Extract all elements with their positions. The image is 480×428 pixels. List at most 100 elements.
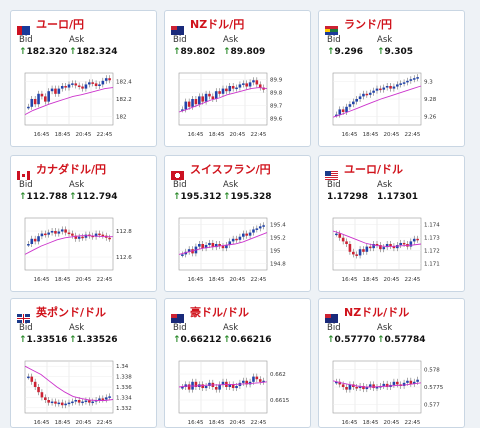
price-chart[interactable]: 112.8 112.6 16:45 18:45 20:45 22:45 [23,214,135,284]
candle [358,249,362,256]
ask-label: Ask [69,35,85,45]
y-tick-label: 195.2 [270,236,286,242]
moving-average-line [24,235,113,255]
currency-pair-title[interactable]: NZドル/円 [190,18,245,31]
candle [231,86,235,89]
candle [368,384,372,387]
candle [101,234,105,237]
candle [204,93,208,102]
rate-card[interactable]: NZドル/円 Bid Ask ↑89.802 ↑89.809 89.9 89.8 89.7 89… [164,10,311,147]
price-chart[interactable]: 195.4 195.2 195 194.8 16:45 18:45 20:45 22:45 [177,214,289,284]
x-tick-label: 16:45 [188,132,204,138]
rate-card[interactable]: ユーロ/ドル Bid Ask 1.17298 1.17301 1.174 1.173 1.17… [318,155,465,292]
candle [365,246,369,252]
x-tick-label: 16:45 [188,420,204,426]
candle [382,247,386,250]
y-tick-label: 112.8 [116,229,132,235]
candle [98,233,101,236]
candle [204,245,208,249]
card-header[interactable]: 豪ドル/ドル [171,304,250,323]
bid-value: ↑1.33516 [19,335,68,345]
bid-label: Bid [19,323,33,333]
bid-value: ↑112.788 [19,192,68,202]
currency-pair-title[interactable]: ランド/円 [344,18,393,31]
candle [258,84,262,88]
card-header[interactable]: ユーロ/円 [17,16,85,35]
price-chart[interactable]: 182.4 182.2 182 16:45 18:45 20:45 22:45 [23,69,135,139]
bid-price: 9.296 [334,47,364,57]
bid-price: 1.33516 [26,335,68,345]
y-tick-label: 0.662 [270,372,286,378]
price-chart[interactable]: 1.174 1.173 1.172 1.171 16:45 18:45 20:45 22:45 [331,214,443,284]
candle [211,242,215,248]
x-tick-label: 16:45 [34,420,50,426]
candle [402,382,406,386]
card-header[interactable]: カナダドル/円 [17,161,107,180]
up-arrow-icon: ↑ [19,192,27,202]
currency-pair-title[interactable]: ユーロ/ドル [344,163,404,176]
y-tick-label: 194.8 [270,262,286,268]
x-tick-label: 16:45 [342,420,358,426]
y-tick-label: 0.577 [424,402,440,408]
candle [108,237,111,240]
price-chart[interactable]: 89.9 89.8 89.7 89.6 16:45 18:45 20:45 22:45 [177,69,289,139]
candle [208,242,211,246]
currency-pair-title[interactable]: NZドル/ドル [344,306,410,319]
candle [245,83,248,87]
au-flag-icon [171,308,184,323]
price-chart[interactable]: 0.578 0.5775 0.577 16:45 18:45 20:45 22:45 [331,357,443,427]
bid-value: ↑182.320 [19,47,68,57]
card-header[interactable]: 英ポンド/ドル [17,304,107,323]
y-tick-label: 0.5775 [424,385,443,391]
rate-card[interactable]: カナダドル/円 Bid Ask ↑112.788 ↑112.794 112.8 112.6 1… [10,155,157,292]
rate-card[interactable]: NZドル/ドル Bid Ask ↑0.57770 ↑0.57784 0.578 0.5775… [318,298,465,428]
x-tick-label: 18:45 [209,132,225,138]
candle [50,88,54,92]
ask-price: 9.305 [384,47,414,57]
card-header[interactable]: NZドル/円 [171,16,245,35]
moving-average-line [332,230,422,248]
candle [221,381,225,385]
candle [228,86,232,92]
y-tick-label: 182.2 [116,97,132,103]
currency-pair-title[interactable]: カナダドル/円 [36,163,107,176]
rate-grid: ユーロ/円 Bid Ask ↑182.320 ↑182.324 182.4 182.2 182… [10,10,465,428]
candle [57,402,61,405]
candle [248,232,252,236]
price-chart[interactable]: 1.34 1.338 1.336 1.334 1.332 16:45 18:45 20:45 2… [23,357,135,427]
card-header[interactable]: NZドル/ドル [325,304,410,323]
candle [412,238,416,242]
rate-card[interactable]: 英ポンド/ドル Bid Ask ↑1.33516 ↑1.33526 1.34 1.338 1.… [10,298,157,428]
candle [399,83,402,85]
y-tick-label: 1.338 [116,375,132,381]
up-arrow-icon: ↑ [19,335,27,345]
y-tick-label: 1.332 [116,406,132,412]
price-chart[interactable]: 0.662 0.6615 16:45 18:45 20:45 22:45 [177,357,289,427]
currency-pair-title[interactable]: 豪ドル/ドル [190,306,250,319]
card-header[interactable]: ランド/円 [325,16,393,35]
ask-value: ↑0.57784 [377,335,426,345]
candle [252,229,255,233]
bid-label: Bid [19,180,33,190]
candle [372,244,375,249]
rate-card[interactable]: ランド/円 Bid Ask ↑9.296 ↑9.305 9.3 9.28 9.26 16:45 1… [318,10,465,147]
rate-card[interactable]: ユーロ/円 Bid Ask ↑182.320 ↑182.324 182.4 182.2 182… [10,10,157,147]
candle [252,376,255,382]
y-tick-label: 195.4 [270,223,286,229]
currency-pair-title[interactable]: 英ポンド/ドル [36,306,107,319]
card-header[interactable]: ユーロ/ドル [325,161,404,180]
candle [194,99,198,105]
candle [101,80,105,85]
ask-value: ↑89.809 [223,47,265,57]
candle [382,87,386,90]
candle [375,88,379,91]
price-chart[interactable]: 9.3 9.28 9.26 16:45 18:45 20:45 22:45 [331,69,443,139]
card-header[interactable]: スイスフラン/円 [171,161,271,180]
ask-value: ↑182.324 [69,47,118,57]
candle [396,84,399,87]
rate-card[interactable]: 豪ドル/ドル Bid Ask ↑0.66212 ↑0.66216 0.662 0.6615 1… [164,298,311,428]
currency-pair-title[interactable]: ユーロ/円 [36,18,85,31]
candle [67,84,71,88]
currency-pair-title[interactable]: スイスフラン/円 [190,163,271,176]
rate-card[interactable]: スイスフラン/円 Bid Ask ↑195.312 ↑195.328 195.4 195.2… [164,155,311,292]
